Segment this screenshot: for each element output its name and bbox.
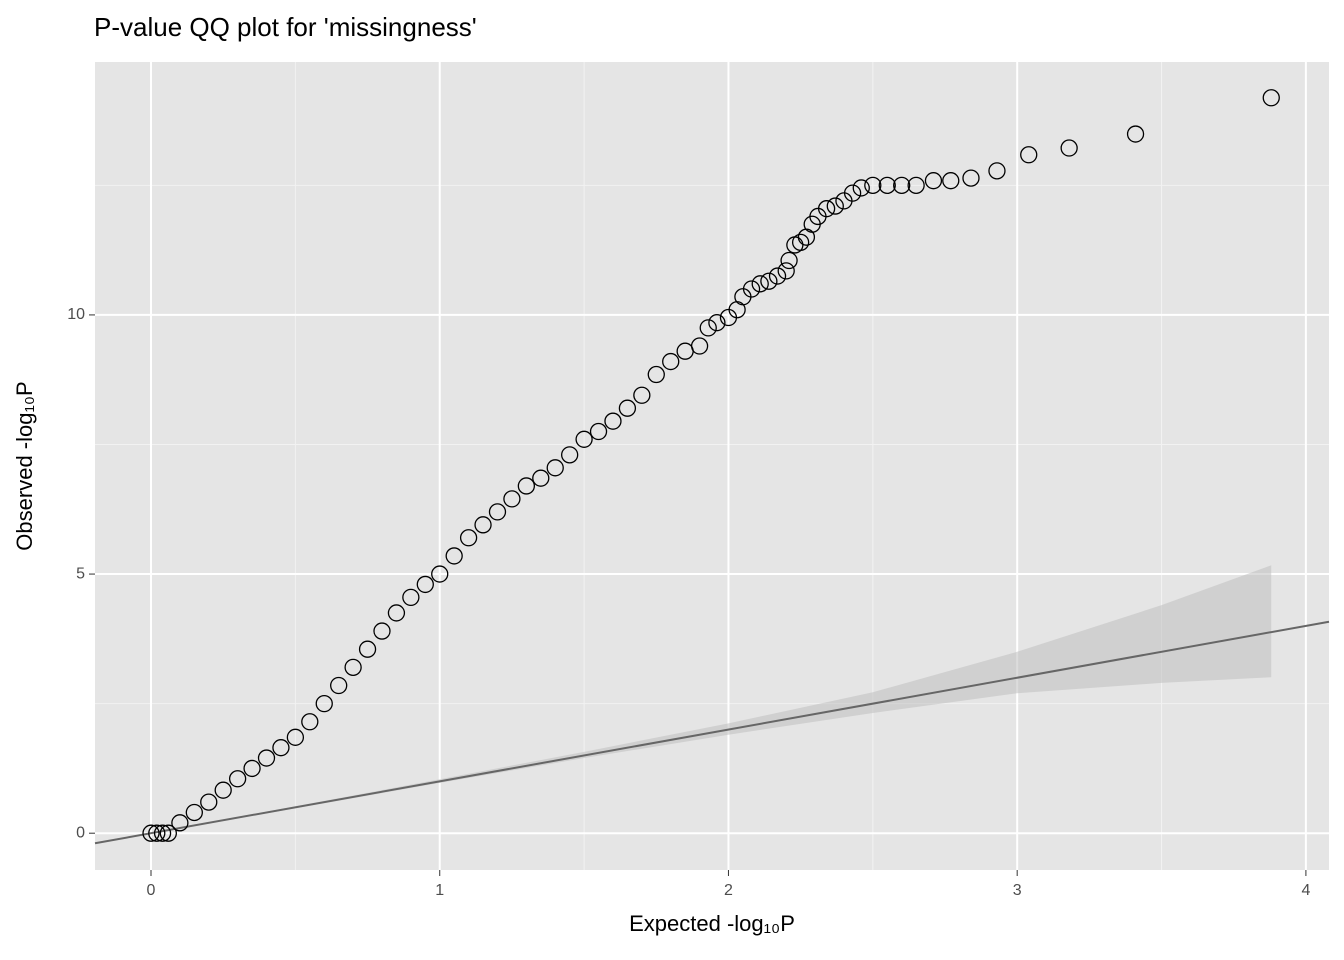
- point: [517, 477, 536, 495]
- point: [604, 412, 622, 430]
- point: [751, 275, 769, 293]
- point: [843, 184, 862, 202]
- x-tick-label: 4: [1301, 882, 1310, 899]
- point: [1126, 125, 1145, 143]
- point: [893, 176, 911, 195]
- point: [924, 172, 943, 190]
- grid: [95, 62, 1329, 870]
- point: [301, 713, 319, 731]
- point: [142, 824, 160, 842]
- panel-background: [95, 62, 1329, 870]
- point: [445, 547, 463, 565]
- point: [575, 430, 593, 448]
- point: [344, 658, 362, 677]
- point: [532, 469, 550, 487]
- point: [330, 676, 348, 695]
- point: [257, 749, 276, 767]
- point: [791, 233, 810, 252]
- point: [962, 169, 980, 187]
- point: [690, 337, 709, 355]
- x-tick-label: 2: [724, 882, 733, 899]
- point: [459, 529, 478, 547]
- point: [272, 739, 290, 757]
- point: [647, 365, 665, 384]
- point: [878, 176, 896, 195]
- point: [153, 824, 172, 842]
- point: [228, 770, 247, 788]
- point: [214, 781, 232, 799]
- point: [387, 604, 406, 622]
- point: [699, 319, 717, 337]
- x-tick-label: 1: [435, 882, 444, 899]
- y-tick-label: 5: [76, 565, 85, 582]
- point: [817, 200, 836, 218]
- point: [431, 565, 449, 583]
- point: [503, 490, 521, 508]
- point: [315, 694, 333, 713]
- point: [780, 251, 798, 270]
- point: [402, 588, 420, 607]
- point: [768, 267, 787, 285]
- y-tick-label: 10: [67, 306, 85, 323]
- point: [561, 446, 579, 464]
- x-tick-label: 0: [147, 882, 156, 899]
- point: [200, 793, 218, 811]
- point: [988, 162, 1006, 180]
- point: [777, 262, 795, 280]
- point: [1020, 146, 1038, 164]
- point: [907, 176, 925, 195]
- point: [171, 814, 189, 832]
- point: [243, 759, 261, 778]
- point: [864, 176, 882, 195]
- point: [416, 575, 434, 594]
- point: [148, 824, 166, 842]
- chart-title: P-value QQ plot for 'missingness': [94, 12, 477, 42]
- point: [159, 824, 177, 842]
- point: [760, 272, 778, 290]
- identity-line: [94, 620, 1330, 845]
- point: [826, 197, 844, 215]
- point: [618, 399, 637, 417]
- point: [488, 503, 507, 521]
- point: [1060, 139, 1078, 157]
- x-axis-title: Expected -log₁₀P: [629, 911, 795, 936]
- point: [1262, 89, 1280, 107]
- point: [185, 803, 203, 822]
- point: [589, 422, 608, 441]
- x-tick-label: 3: [1013, 882, 1022, 899]
- point: [633, 386, 651, 404]
- point: [373, 622, 391, 640]
- point: [474, 516, 492, 534]
- point: [708, 314, 726, 332]
- point: [852, 179, 870, 197]
- marks: [94, 89, 1330, 845]
- point: [286, 728, 305, 746]
- point: [358, 640, 377, 658]
- point: [546, 459, 564, 477]
- point: [662, 352, 680, 371]
- point: [742, 280, 761, 298]
- y-tick-label: 0: [76, 824, 85, 841]
- y-axis-title: Observed -log₁₀P: [12, 381, 37, 550]
- point: [942, 172, 960, 190]
